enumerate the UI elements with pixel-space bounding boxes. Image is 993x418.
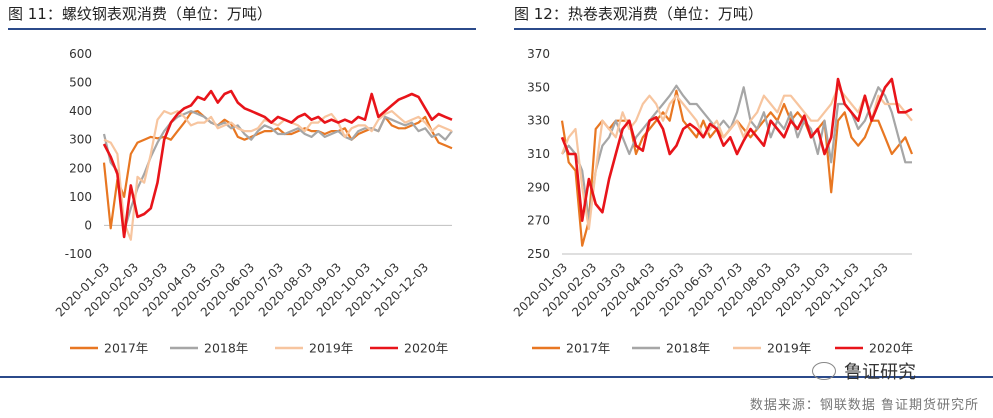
y-tick-label: 400 bbox=[69, 104, 92, 118]
series-line-2020年 bbox=[102, 89, 453, 239]
top-rule-left bbox=[8, 28, 476, 30]
y-tick-label: 270 bbox=[527, 214, 550, 228]
y-tick-label: 100 bbox=[69, 190, 92, 204]
series-line-2019年 bbox=[560, 86, 913, 231]
y-tick-label: 370 bbox=[527, 47, 550, 61]
y-tick-label: 310 bbox=[527, 147, 550, 161]
legend-label: 2018年 bbox=[666, 341, 710, 356]
y-tick-label: 250 bbox=[527, 247, 550, 261]
legend-label: 2019年 bbox=[309, 341, 353, 356]
series-line-2017年 bbox=[102, 109, 453, 230]
data-source: 数据来源：钢联数据 鲁证期货研究所 bbox=[749, 398, 979, 413]
legend-label: 2020年 bbox=[404, 341, 448, 356]
legend-label: 2017年 bbox=[566, 341, 610, 356]
y-tick-label: 0 bbox=[84, 218, 92, 232]
y-tick-label: -100 bbox=[65, 247, 92, 261]
left-chart-title: 图 11：螺纹钢表观消费（单位：万吨） bbox=[8, 5, 272, 23]
watermark: 鲁证研究 bbox=[812, 358, 916, 384]
series-line-2018年 bbox=[561, 84, 912, 222]
y-tick-label: 200 bbox=[69, 161, 92, 175]
y-tick-label: 290 bbox=[527, 180, 550, 194]
bottom-rule bbox=[0, 376, 993, 378]
right-chart-title: 图 12：热卷表观消费（单位：万吨） bbox=[514, 5, 763, 23]
top-rule-right bbox=[514, 28, 986, 30]
chart-1: -10001002003004005006002020-01-032020-02… bbox=[53, 47, 453, 356]
legend-label: 2018年 bbox=[204, 341, 248, 356]
watermark-text: 鲁证研究 bbox=[844, 362, 916, 383]
series-line-2020年 bbox=[560, 77, 913, 222]
y-tick-label: 350 bbox=[527, 80, 550, 94]
legend-label: 2020年 bbox=[869, 341, 913, 356]
wechat-icon bbox=[812, 362, 836, 380]
y-tick-label: 330 bbox=[527, 114, 550, 128]
chart-2: 2502702903103303503702020-01-032020-02-0… bbox=[511, 47, 913, 356]
y-tick-label: 600 bbox=[69, 47, 92, 61]
series-line-2018年 bbox=[102, 109, 453, 233]
legend-label: 2017年 bbox=[104, 341, 148, 356]
y-tick-label: 300 bbox=[69, 133, 92, 147]
legend-label: 2019年 bbox=[767, 341, 811, 356]
series-line-2019年 bbox=[103, 109, 453, 241]
y-tick-label: 500 bbox=[69, 76, 92, 90]
